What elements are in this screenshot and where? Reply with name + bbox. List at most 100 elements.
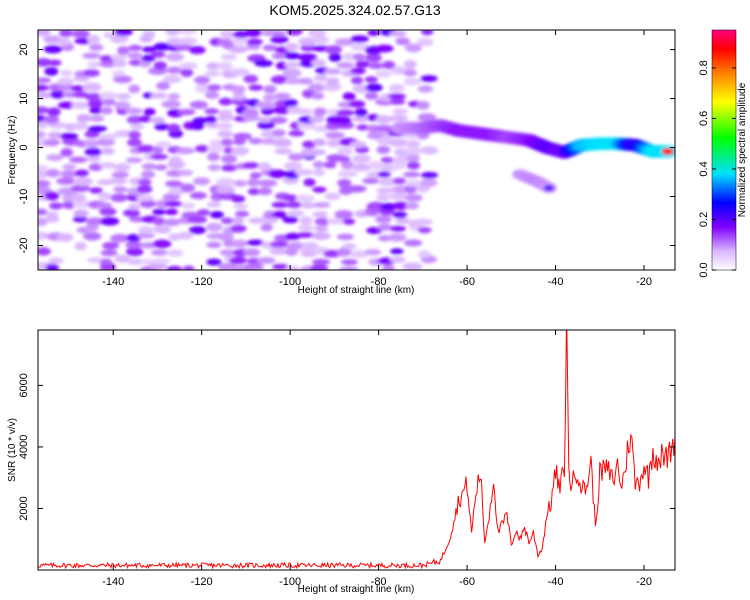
colorbar-label: Normalized spectral amplitude <box>737 82 748 217</box>
heatmap-cell <box>403 171 421 178</box>
y-tick-label: 20 <box>18 43 30 55</box>
heatmap-cell <box>406 153 420 163</box>
heatmap-cell <box>248 137 264 145</box>
heatmap-cell <box>294 168 314 176</box>
heatmap-cell <box>86 155 102 163</box>
heatmap-cell <box>153 42 172 51</box>
x-tick-label: -100 <box>279 276 301 288</box>
heatmap-cell <box>231 216 244 225</box>
heatmap-cell <box>389 225 407 232</box>
heatmap-cell <box>228 45 249 54</box>
colorbar-tick-label: 0.0 <box>698 262 710 277</box>
heatmap-cell <box>125 247 144 257</box>
heatmap-cell <box>136 194 154 202</box>
heatmap-cell <box>244 30 262 38</box>
heatmap-cell <box>43 115 60 124</box>
heatmap-cell <box>374 124 394 132</box>
heatmap-cell <box>114 30 133 37</box>
colorbar-tick-label: 0.4 <box>698 161 710 176</box>
heatmap-cell <box>247 177 260 187</box>
heatmap-cell <box>293 108 314 115</box>
y-tick-label: 4000 <box>18 435 30 459</box>
heatmap-cell <box>263 84 277 94</box>
heatmap-cell <box>313 201 331 208</box>
y-tick-label: 6000 <box>18 373 30 397</box>
heatmap-cell <box>231 146 250 156</box>
heatmap-cell <box>260 223 273 232</box>
heatmap-cell <box>336 62 355 69</box>
heatmap-cell <box>342 92 356 101</box>
heatmap-cell <box>111 70 126 77</box>
heatmap-cell <box>38 169 49 179</box>
heatmap-cell <box>137 178 152 186</box>
heatmap-cell <box>96 202 113 209</box>
heatmap-cell <box>367 161 383 170</box>
heatmap-cell <box>270 116 288 125</box>
heatmap-cell <box>165 30 181 36</box>
heatmap-cell <box>152 208 166 216</box>
heatmap-cell <box>59 132 79 140</box>
heatmap-cell <box>314 225 329 232</box>
heatmap-cell <box>287 210 305 217</box>
heatmap-cell <box>38 208 48 216</box>
heatmap-cell <box>71 193 87 202</box>
x-tick-label: -120 <box>191 276 213 288</box>
heatmap-cell <box>364 248 382 256</box>
heatmap-cell <box>272 30 286 37</box>
heatmap-cell <box>138 226 154 234</box>
heatmap-cell <box>217 263 238 270</box>
heatmap-cell <box>83 138 100 148</box>
heatmap-cell <box>141 46 157 53</box>
heatmap-cell <box>246 38 263 46</box>
heatmap-cell <box>417 226 432 234</box>
heatmap-cell <box>192 117 209 125</box>
heatmap-cell <box>82 82 102 92</box>
heatmap-cell <box>271 201 289 208</box>
heatmap-cell <box>49 90 66 99</box>
heatmap-cell <box>285 265 300 270</box>
heatmap-cell <box>124 107 143 115</box>
heatmap-cell <box>282 68 302 78</box>
heatmap-cell <box>152 216 166 226</box>
heatmap-cell <box>308 149 327 156</box>
heatmap-cell <box>337 146 354 156</box>
heatmap-cell <box>283 161 303 171</box>
heatmap-cell <box>392 108 409 115</box>
y-tick-label: -10 <box>18 189 30 205</box>
heatmap-cell <box>405 202 420 210</box>
heatmap-cell <box>43 35 62 44</box>
heatmap-cell <box>217 61 233 71</box>
heatmap-cell <box>125 241 143 249</box>
heatmap-cell <box>308 30 327 38</box>
heatmap-cell <box>87 99 103 109</box>
heatmap-cell <box>231 239 248 248</box>
heatmap-cell <box>219 30 236 39</box>
heatmap-cell <box>150 249 168 256</box>
heatmap-cell <box>353 53 366 61</box>
heatmap-cell <box>390 161 407 170</box>
heatmap-cell <box>389 30 407 37</box>
heatmap-cell <box>110 34 129 44</box>
heatmap-cell <box>248 84 264 91</box>
heatmap-cell <box>395 37 411 46</box>
heatmap-cell <box>230 85 246 94</box>
heatmap-cell <box>100 249 118 257</box>
heatmap-cell <box>269 241 289 248</box>
heatmap-cell <box>178 37 198 45</box>
heatmap-cell <box>286 201 303 209</box>
heatmap-cell <box>112 59 127 68</box>
heatmap-cell <box>389 98 406 105</box>
snr-plot-area <box>38 330 675 570</box>
snr-x-ticks: -140 -120 -100 -80 -60 -40 -20 <box>102 330 652 588</box>
heatmap-cell <box>217 232 234 241</box>
x-tick-label: -40 <box>548 276 564 288</box>
heatmap-cell <box>136 144 156 153</box>
heatmap-cell <box>334 38 355 46</box>
heatmap-cell <box>297 224 315 232</box>
heatmap-cell <box>350 35 369 43</box>
heatmap-cell <box>70 184 91 193</box>
heatmap-cell <box>392 156 412 164</box>
heatmap-cell <box>100 147 115 155</box>
heatmap-cell <box>167 93 180 101</box>
